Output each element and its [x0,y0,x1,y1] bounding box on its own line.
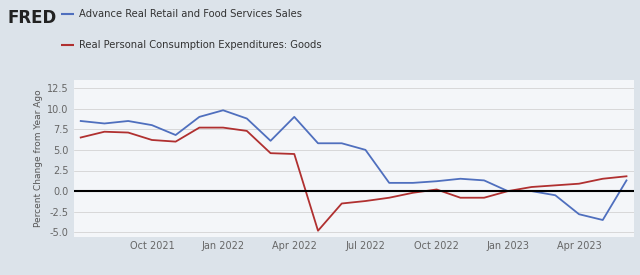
Text: FRED: FRED [8,9,57,27]
Text: Real Personal Consumption Expenditures: Goods: Real Personal Consumption Expenditures: … [79,40,321,50]
Y-axis label: Percent Change from Year Ago: Percent Change from Year Ago [34,89,43,227]
Text: Advance Real Retail and Food Services Sales: Advance Real Retail and Food Services Sa… [79,9,301,19]
